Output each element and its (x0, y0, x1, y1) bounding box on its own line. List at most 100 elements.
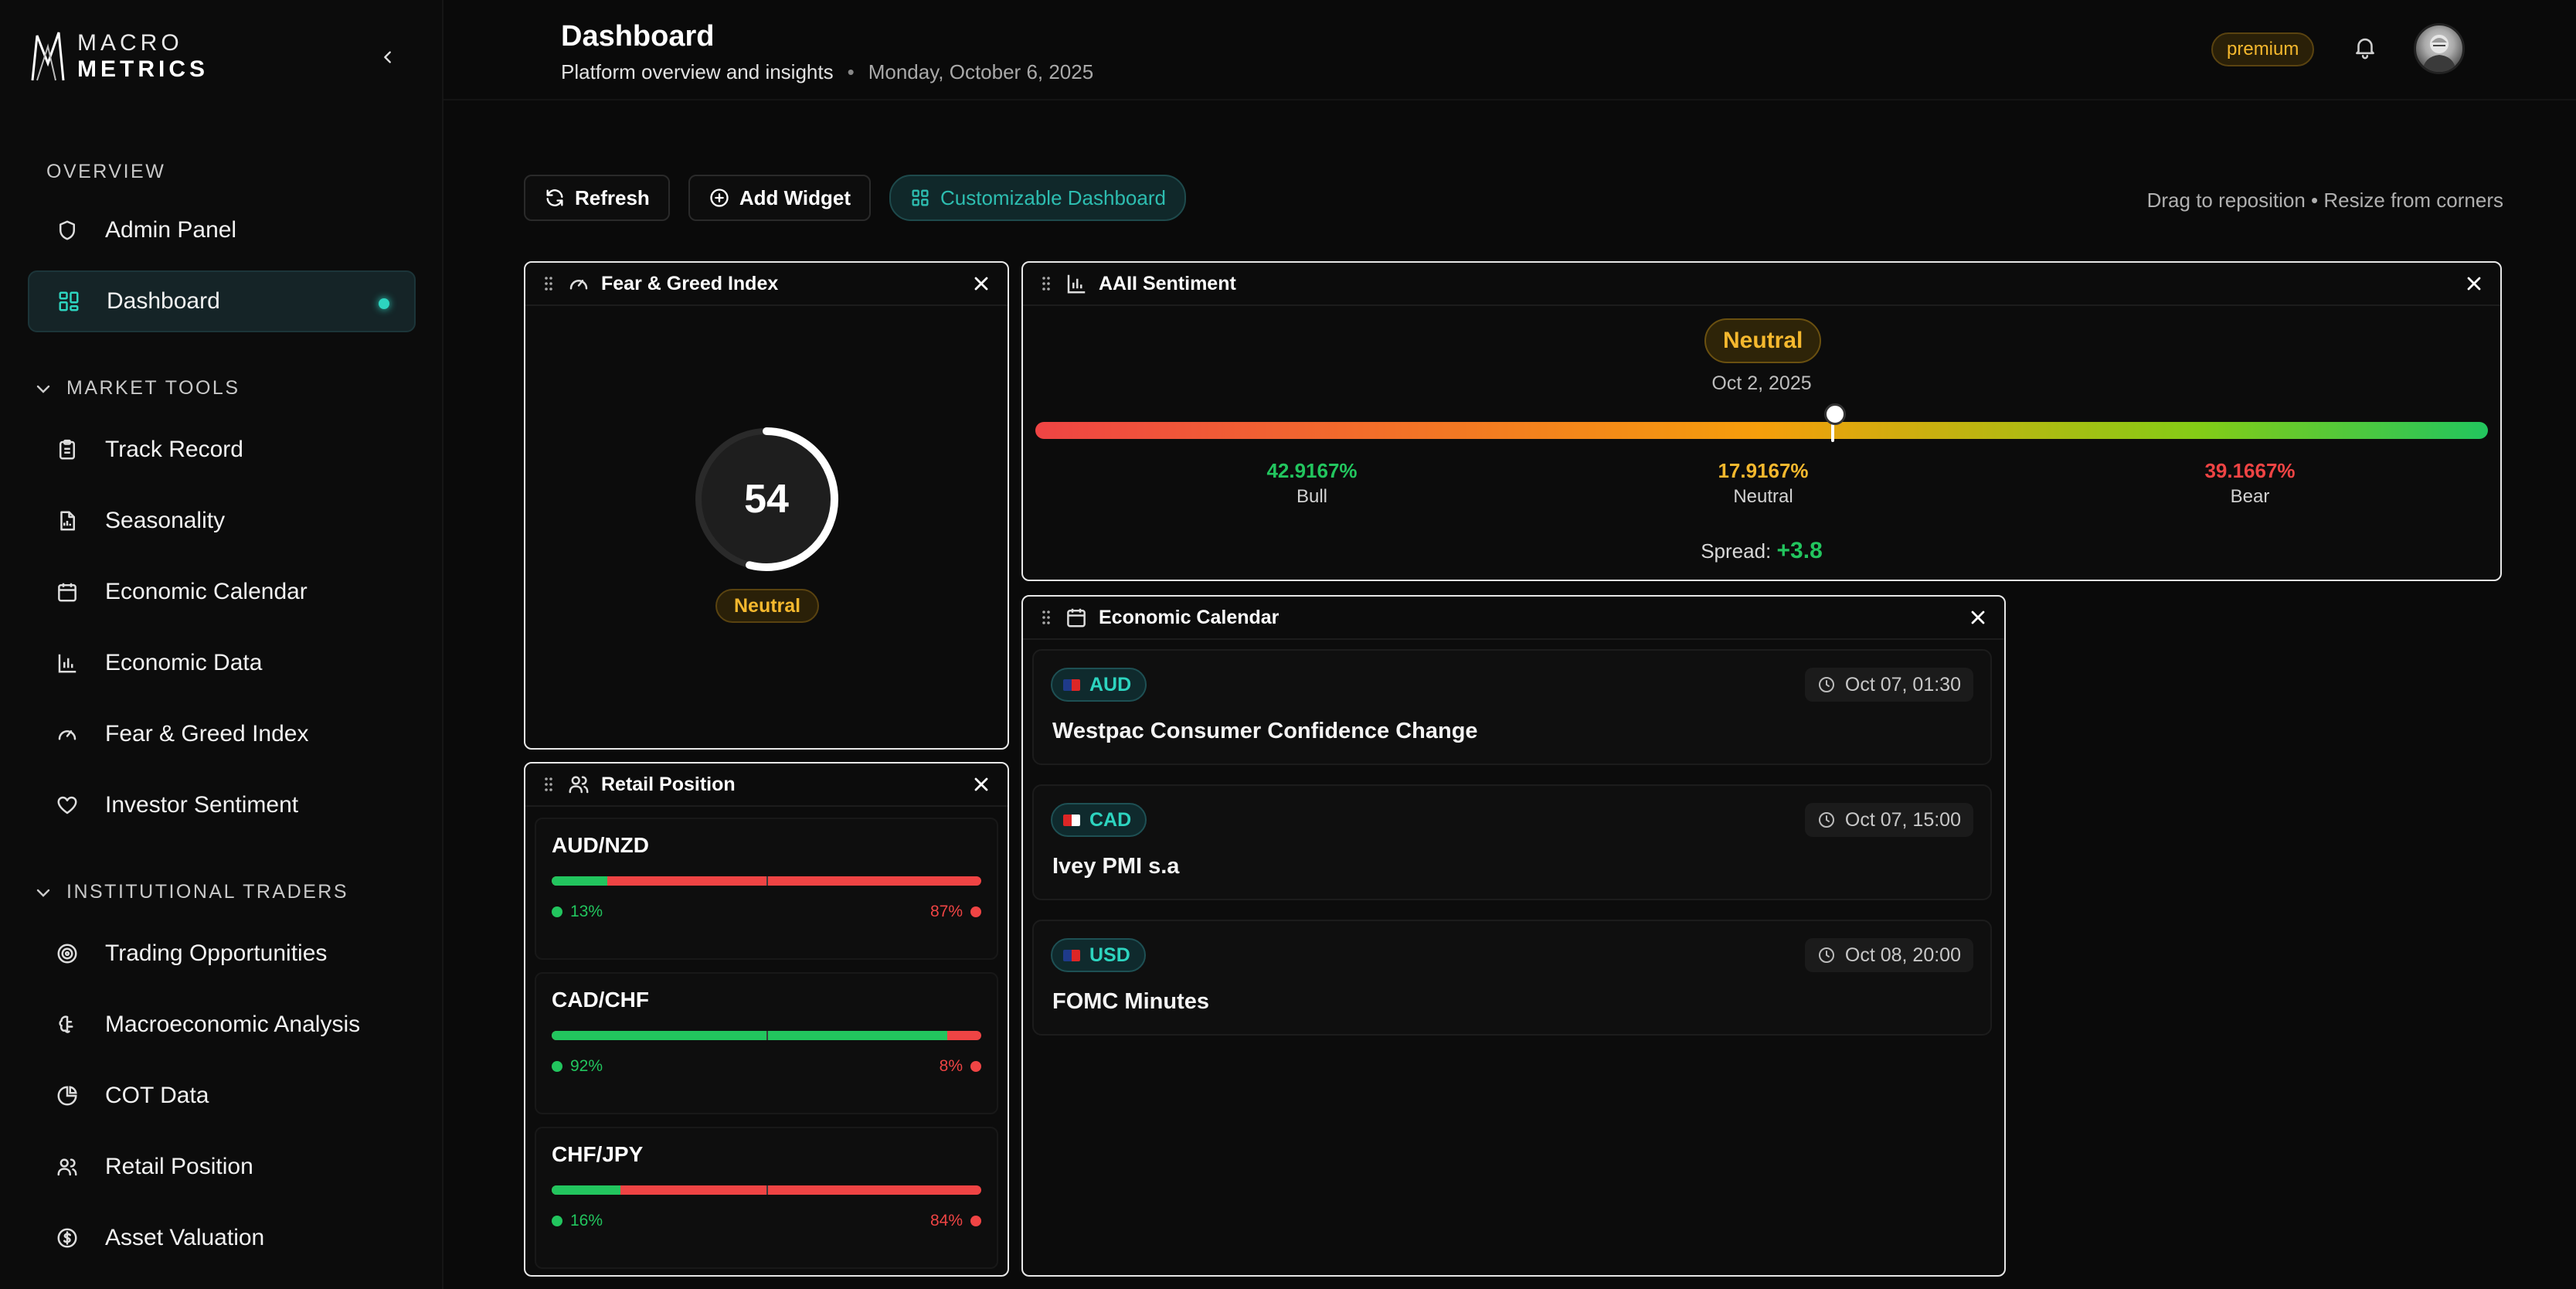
retail-pair-card[interactable]: CHF/JPY 16% 84% (535, 1127, 998, 1269)
long-short-bar (552, 1031, 981, 1040)
clock-icon (1818, 812, 1834, 828)
calendar-event-card[interactable]: USD Oct 08, 20:00 FOMC Minutes (1032, 920, 1992, 1036)
bull-label: Bull (1296, 486, 1328, 507)
close-icon[interactable] (970, 273, 992, 294)
long-short-bar (552, 876, 981, 886)
page-title: Dashboard (561, 20, 715, 53)
event-time-text: Oct 07, 15:00 (1844, 808, 1961, 831)
widget-header[interactable]: Fear & Greed Index (525, 263, 1008, 306)
collapse-sidebar-button[interactable] (374, 43, 402, 71)
widget-title: Fear & Greed Index (601, 272, 779, 294)
calendar-event-card[interactable]: AUD Oct 07, 01:30 Westpac Consumer Confi… (1032, 649, 1992, 765)
user-avatar[interactable] (2414, 23, 2465, 74)
sidebar-item-label: Investor Sentiment (105, 792, 299, 818)
section-label-market-tools: MARKET TOOLS (66, 377, 240, 399)
spread-value: +3.8 (1776, 538, 1823, 563)
event-time: Oct 07, 15:00 (1804, 803, 1973, 837)
sidebar-item-retail-position[interactable]: Retail Position (28, 1136, 416, 1198)
widget-retail-position[interactable]: Retail Position AUD/NZD 13% 87% CAD/CHF … (524, 762, 1009, 1277)
brain-icon (59, 1015, 73, 1033)
long-fill (552, 876, 608, 886)
bull-stat: 42.9167% Bull (1227, 459, 1397, 508)
sidebar-item-asset-valuation[interactable]: Asset Valuation (28, 1207, 416, 1269)
neutral-stat: 17.9167% Neutral (1678, 459, 1848, 508)
clock-icon (1818, 677, 1834, 692)
widget-title: Retail Position (601, 773, 736, 795)
bear-label: Bear (2230, 486, 2270, 507)
sidebar-item-cot-data[interactable]: COT Data (28, 1065, 416, 1127)
sidebar-item-label: Seasonality (105, 508, 226, 533)
long-percent: 16% (552, 1212, 603, 1230)
currency-code: AUD (1089, 673, 1132, 696)
sidebar-item-label: Track Record (105, 437, 243, 462)
refresh-button[interactable]: Refresh (524, 175, 670, 221)
short-value: 84% (929, 1212, 963, 1229)
close-icon[interactable] (970, 774, 992, 795)
clipboard-icon (59, 439, 75, 460)
drag-handle-icon[interactable] (541, 275, 556, 292)
currency-code: USD (1089, 944, 1130, 966)
customizable-dashboard-toggle[interactable]: Customizable Dashboard (889, 175, 1186, 221)
sidebar-item-label: Economic Data (105, 650, 263, 675)
event-time: Oct 07, 01:30 (1804, 668, 1973, 702)
sidebar-item-investor-sentiment[interactable]: Investor Sentiment (28, 774, 416, 836)
spread-label: Spread: (1701, 539, 1772, 563)
plan-badge[interactable]: premium (2211, 32, 2315, 66)
widget-economic-calendar[interactable]: Economic Calendar AUD Oct 07, 01:30 West… (1021, 595, 2006, 1277)
pair-name: AUD/NZD (552, 833, 649, 857)
section-toggle-institutional-traders[interactable]: INSTITUTIONAL TRADERS (34, 881, 348, 903)
sidebar-item-economic-calendar[interactable]: Economic Calendar (28, 561, 416, 623)
widget-fear-greed[interactable]: Fear & Greed Index 54 Neutral (524, 261, 1009, 750)
plus-circle-icon (710, 189, 729, 207)
event-time: Oct 08, 20:00 (1804, 938, 1973, 972)
subtitle-separator: • (847, 60, 855, 83)
gauge-value-arc (695, 427, 838, 571)
event-time-text: Oct 08, 20:00 (1844, 944, 1961, 966)
logo-mark-icon (31, 32, 65, 81)
sidebar-item-track-record[interactable]: Track Record (28, 419, 416, 481)
retail-pair-card[interactable]: AUD/NZD 13% 87% (535, 818, 998, 960)
brand-line2: METRICS (77, 56, 209, 82)
widget-header[interactable]: Retail Position (525, 764, 1008, 807)
notifications-button[interactable] (2352, 34, 2378, 60)
widget-header[interactable]: Economic Calendar (1023, 597, 2004, 640)
fear-greed-status-badge: Neutral (715, 589, 820, 623)
file-chart-icon (60, 511, 75, 531)
bear-value: 39.1667% (2204, 459, 2296, 482)
widget-header[interactable]: AAII Sentiment (1023, 263, 2500, 306)
sidebar-item-trading-opportunities[interactable]: Trading Opportunities (28, 923, 416, 985)
widget-title: AAII Sentiment (1099, 272, 1236, 294)
sidebar-item-macroeconomic-analysis[interactable]: Macroeconomic Analysis (28, 994, 416, 1056)
top-bar: Dashboard Platform overview and insights… (443, 0, 2576, 100)
drag-handle-icon[interactable] (1038, 275, 1054, 292)
users-icon (569, 776, 589, 794)
section-label-overview: OVERVIEW (46, 161, 166, 182)
customizable-label: Customizable Dashboard (940, 185, 1166, 209)
brand-logo[interactable]: MACRO METRICS (29, 29, 209, 83)
sidebar-item-admin-panel[interactable]: Admin Panel (28, 199, 416, 261)
close-icon[interactable] (2463, 273, 2485, 294)
sentiment-gradient-bar (1035, 403, 2488, 442)
drag-handle-icon[interactable] (1038, 609, 1054, 626)
sidebar-item-seasonality[interactable]: Seasonality (28, 490, 416, 552)
long-value: 92% (570, 1057, 603, 1075)
sidebar-item-dashboard[interactable]: Dashboard (28, 270, 416, 332)
pair-name: CHF/JPY (552, 1142, 644, 1166)
widget-aaii-sentiment[interactable]: AAII Sentiment Neutral Oct 2, 2025 42.91… (1021, 261, 2502, 581)
user-photo-icon (2422, 35, 2456, 72)
currency-badge: CAD (1051, 803, 1147, 837)
add-widget-button[interactable]: Add Widget (688, 175, 872, 221)
sidebar-item-economic-data[interactable]: Economic Data (28, 632, 416, 694)
calendar-event-card[interactable]: CAD Oct 07, 15:00 Ivey PMI s.a (1032, 784, 1992, 900)
retail-pair-card[interactable]: CAD/CHF 92% 8% (535, 972, 998, 1114)
section-toggle-market-tools[interactable]: MARKET TOOLS (34, 377, 240, 400)
close-icon[interactable] (1967, 607, 1989, 628)
event-title: Ivey PMI s.a (1052, 854, 1180, 879)
flag-icon (1063, 949, 1080, 961)
long-value: 16% (570, 1212, 603, 1229)
sidebar-item-label: Economic Calendar (105, 579, 308, 604)
drag-handle-icon[interactable] (541, 776, 556, 793)
sidebar-item-fear-greed-index[interactable]: Fear & Greed Index (28, 703, 416, 765)
short-percent: 8% (940, 1057, 981, 1076)
sidebar-item-label: Trading Opportunities (105, 940, 328, 966)
